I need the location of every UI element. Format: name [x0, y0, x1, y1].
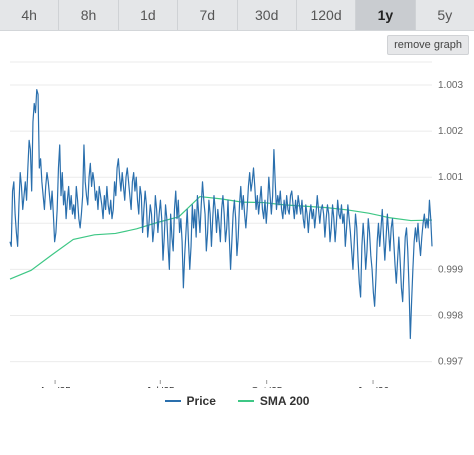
timeframe-tabs: 4h 8h 1d 7d 30d 120d 1y 5y: [0, 0, 474, 31]
tab-1d[interactable]: 1d: [119, 0, 179, 30]
tab-8h[interactable]: 8h: [59, 0, 119, 30]
price-swatch: [164, 400, 181, 402]
tab-5y[interactable]: 5y: [437, 7, 453, 23]
chart-legend: Price SMA 200: [0, 388, 474, 414]
y-tick-label: 1.001: [438, 172, 463, 183]
legend-item-price[interactable]: Price: [164, 394, 216, 408]
sma-swatch: [237, 400, 254, 402]
tab-7d[interactable]: 7d: [178, 0, 238, 30]
y-tick-label: 1.002: [438, 126, 463, 137]
sma-200-line: [9, 195, 433, 280]
y-tick-label: 1.003: [438, 80, 463, 91]
y-tick-label: 0.997: [438, 357, 463, 368]
tab-30d[interactable]: 30d: [238, 0, 297, 30]
x-tick-label: Apr '25: [39, 386, 71, 388]
legend-item-sma[interactable]: SMA 200: [237, 394, 310, 408]
price-chart: 0.997 0.998 0.999 1.001 1.002 1.003 Apr '25 Jul…: [9, 61, 463, 388]
legend-label-price: Price: [186, 394, 216, 408]
price-line: [9, 89, 433, 340]
y-tick-label: 0.998: [438, 310, 463, 321]
x-tick-label: Jan '26: [357, 386, 389, 388]
y-tick-label: 0.999: [438, 264, 463, 275]
tab-120d[interactable]: 120d: [297, 0, 357, 30]
remove-graph-button[interactable]: remove graph: [387, 35, 469, 55]
x-tick-label: Oct '25: [251, 386, 283, 388]
tab-4h[interactable]: 4h: [0, 0, 60, 30]
x-tick-label: Jul '25: [146, 386, 175, 388]
tab-1y[interactable]: 1y: [356, 0, 416, 30]
legend-label-sma: SMA 200: [259, 394, 310, 408]
